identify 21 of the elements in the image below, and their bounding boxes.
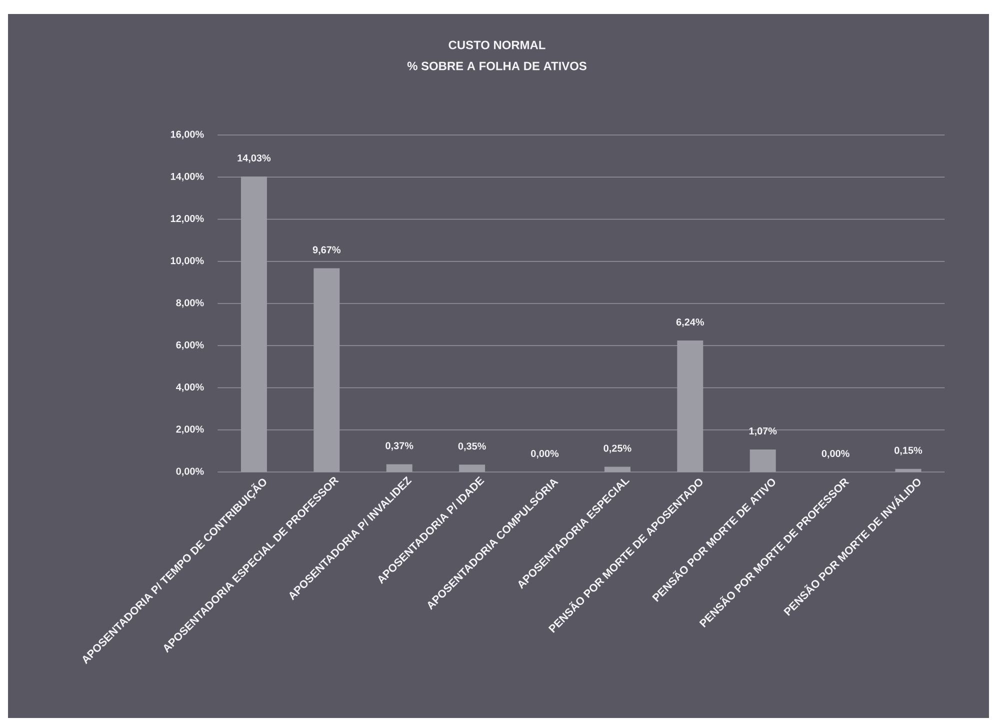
y-tick-label: 10,00% <box>170 257 204 266</box>
data-label: 0,37% <box>386 442 414 451</box>
y-tick-label: 6,00% <box>176 341 204 350</box>
data-label: 1,07% <box>749 427 777 436</box>
data-label: 0,00% <box>822 450 850 458</box>
data-label: 0,00% <box>531 450 559 458</box>
y-tick-label: 4,00% <box>176 383 204 392</box>
chart-subtitle: % SOBRE A FOLHA DE ATIVOS <box>407 62 586 70</box>
y-tick-label: 16,00% <box>170 130 204 140</box>
y-tick-label: 8,00% <box>176 299 204 308</box>
chart-title: CUSTO NORMAL <box>448 40 546 50</box>
data-label: 9,67% <box>312 246 341 255</box>
y-tick-label: 14,00% <box>170 172 204 182</box>
data-label: 6,24% <box>676 318 704 328</box>
data-label: 14,03% <box>238 154 271 163</box>
y-tick-label: 2,00% <box>176 426 204 434</box>
data-label: 0,35% <box>458 442 486 452</box>
data-label: 0,25% <box>604 444 632 454</box>
y-tick-label: 12,00% <box>170 214 204 224</box>
data-label: 0,15% <box>894 446 922 456</box>
y-tick-label: 0,00% <box>176 468 204 476</box>
